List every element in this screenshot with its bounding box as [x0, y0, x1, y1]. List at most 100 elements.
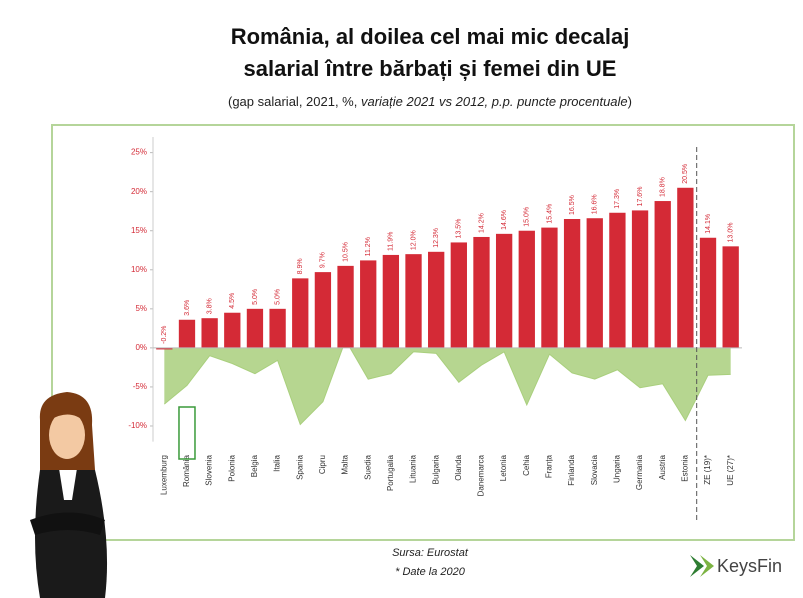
value-label: 4.5% [229, 293, 236, 309]
area-fill [164, 340, 731, 425]
value-label: 13.0% [728, 222, 735, 242]
value-label: 8.9% [297, 258, 304, 274]
bar [405, 254, 422, 348]
value-label: 16.6% [592, 194, 599, 214]
value-label: 18.8% [660, 177, 667, 197]
bar [156, 347, 173, 350]
bar [473, 236, 490, 348]
subtitle-part: variație 2021 vs 2012, p.p. puncte proce… [361, 94, 628, 109]
subtitle: (gap salarial, 2021, %, variație 2021 vs… [228, 94, 632, 109]
x-tick-label: Olanda [454, 454, 463, 480]
y-tick-label: 15% [131, 226, 147, 235]
y-tick-label: 20% [131, 187, 147, 196]
value-label: 5.0% [252, 289, 259, 305]
x-tick-label: Bulgaria [431, 454, 440, 484]
value-label: 13.5% [456, 219, 463, 239]
x-tick-label: România [182, 454, 191, 487]
value-label: 15.0% [524, 207, 531, 227]
value-label: 3.6% [184, 300, 191, 316]
value-label: 12.3% [433, 228, 440, 248]
value-label: 9.7% [320, 252, 327, 268]
x-tick-label: Franța [545, 454, 554, 478]
bar [722, 246, 739, 348]
bar [586, 218, 603, 348]
value-label: 14.1% [705, 214, 712, 234]
bar [178, 319, 196, 348]
jacket [35, 462, 108, 598]
area-line [164, 338, 731, 426]
bar [609, 212, 626, 348]
x-tick-label: Cehia [522, 454, 531, 475]
x-tick-label: Portugalia [386, 454, 395, 491]
subtitle-part: ) [628, 94, 632, 109]
face [49, 411, 85, 459]
bar [224, 312, 241, 348]
illustration [30, 392, 108, 598]
logo-mark [700, 555, 714, 577]
bar [699, 237, 717, 348]
x-tick-label: ZE (19)* [703, 455, 712, 485]
x-tick-label: Ungaria [613, 454, 622, 483]
bar [450, 242, 467, 348]
x-tick-label: Suedia [363, 454, 372, 479]
bar [654, 201, 671, 348]
source: Sursa: Eurostat [392, 547, 469, 559]
value-label: 16.5% [569, 195, 576, 215]
x-tick-label: UE (27)* [726, 455, 735, 486]
x-tick-label: Polonia [227, 454, 236, 481]
x-tick-label: Italia [273, 454, 282, 471]
x-tick-label: Letonia [499, 454, 508, 481]
y-tick-label: 25% [131, 148, 147, 157]
bar [269, 308, 286, 348]
value-label: -0.2% [161, 326, 168, 344]
x-tick-label: Belgia [250, 454, 259, 477]
bar [563, 219, 581, 348]
highlight-box [178, 406, 196, 460]
bar [518, 230, 535, 348]
x-tick-label: Cipru [318, 455, 327, 474]
value-label: 11.9% [388, 232, 395, 251]
fringe [50, 410, 85, 422]
x-tick-label: Malta [341, 454, 350, 474]
x-tick-label: Luxemburg [159, 455, 168, 495]
brand: KeysFin [717, 556, 782, 576]
y-tick-label: -5% [133, 382, 147, 391]
note: * Date la 2020 [395, 566, 466, 578]
bar [246, 308, 264, 348]
value-label: 20.5% [682, 164, 689, 184]
title-line: România, al doilea cel mai mic decalaj [231, 24, 630, 49]
bar [314, 272, 332, 348]
y-tick-label: 5% [135, 304, 147, 313]
bar [292, 278, 309, 348]
x-tick-label: Slovenia [205, 454, 214, 485]
value-label: 17.6% [637, 187, 644, 207]
value-label: 14.2% [478, 213, 485, 233]
bar [360, 260, 377, 348]
bar [495, 233, 513, 348]
arms [30, 512, 105, 535]
value-label: 3.8% [206, 298, 213, 314]
x-tick-label: Germania [635, 454, 644, 490]
y-tick-label: 10% [131, 265, 147, 274]
bar [201, 318, 218, 348]
value-label: 10.5% [342, 242, 349, 262]
bar [428, 251, 445, 348]
x-tick-label: Finlanda [567, 454, 576, 485]
bar [631, 210, 649, 348]
value-label: 12.0% [410, 230, 417, 250]
bar [382, 254, 400, 348]
x-tick-label: Austria [658, 454, 667, 479]
bar [677, 187, 694, 348]
value-label: 5.0% [274, 289, 281, 305]
x-tick-label: Spania [295, 454, 304, 479]
value-label: 15.4% [546, 204, 553, 224]
logo: KeysFin [690, 555, 782, 577]
title-line: salarial între bărbați și femei din UE [244, 56, 617, 81]
shirt [58, 462, 78, 500]
value-label: 11.2% [365, 237, 372, 256]
x-tick-label: Lituania [409, 454, 418, 483]
logo-mark [690, 555, 704, 577]
bar [541, 227, 558, 348]
value-label: 17.3% [614, 189, 621, 209]
x-tick-label: Slovacia [590, 454, 599, 485]
